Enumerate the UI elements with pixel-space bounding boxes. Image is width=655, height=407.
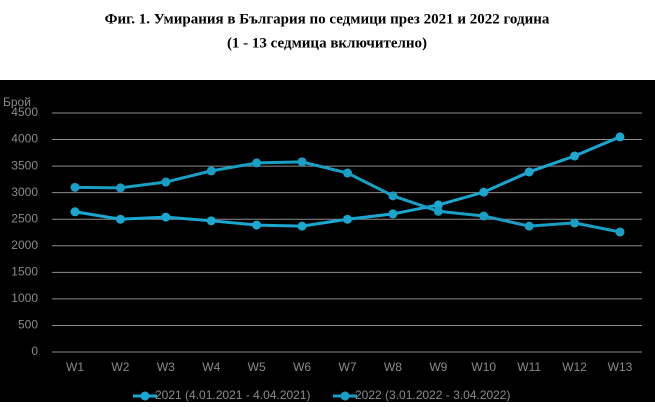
point xyxy=(615,132,625,142)
point xyxy=(206,216,216,226)
y-tick-label: 3000 xyxy=(11,185,38,199)
y-tick-label: 1000 xyxy=(11,291,38,305)
point xyxy=(615,227,625,237)
point xyxy=(70,207,80,217)
point xyxy=(343,214,352,224)
legend-marker xyxy=(340,391,350,401)
point xyxy=(524,167,534,177)
x-tick-label: W9 xyxy=(429,360,447,374)
y-tick-label: 4000 xyxy=(11,132,38,146)
x-tick-label: W3 xyxy=(157,360,175,374)
x-tick-label: W1 xyxy=(66,360,84,374)
point xyxy=(479,211,489,221)
point xyxy=(252,158,262,168)
chart-subtitle: (1 - 13 седмица включително) xyxy=(227,35,427,51)
y-tick-label: 3500 xyxy=(11,158,38,172)
point xyxy=(115,183,125,193)
x-tick-label: W6 xyxy=(293,360,311,374)
point xyxy=(115,214,125,224)
point xyxy=(388,191,398,201)
chart-title: Фиг. 1. Умирания в България по седмици п… xyxy=(105,11,550,27)
point xyxy=(433,200,443,210)
y-tick-label: 2000 xyxy=(11,238,38,252)
point xyxy=(297,157,307,167)
x-tick-label: W8 xyxy=(384,360,402,374)
point xyxy=(252,220,262,230)
y-tick-label: 4500 xyxy=(11,105,38,119)
x-tick-label: W13 xyxy=(608,360,633,374)
point xyxy=(297,221,307,231)
point xyxy=(206,166,216,176)
x-tick-label: W2 xyxy=(111,360,129,374)
x-tick-label: W10 xyxy=(471,360,496,374)
y-tick-label: 500 xyxy=(18,318,38,332)
point xyxy=(524,221,534,231)
x-tick-label: W7 xyxy=(339,360,357,374)
legend-marker xyxy=(140,391,150,401)
x-tick-label: W4 xyxy=(202,360,220,374)
legend-label: 2022 (3.01.2022 - 3.04.2022) xyxy=(355,388,510,402)
point xyxy=(161,212,171,222)
point xyxy=(570,218,580,228)
y-tick-label: 1500 xyxy=(11,265,38,279)
plot-background xyxy=(0,80,655,402)
point xyxy=(161,177,171,187)
point xyxy=(343,168,352,178)
x-tick-label: W5 xyxy=(248,360,266,374)
legend-label: 2021 (4.01.2021 - 4.04.2021) xyxy=(155,388,310,402)
x-tick-label: W12 xyxy=(562,360,587,374)
y-tick-label: 2500 xyxy=(11,211,38,225)
x-tick-label: W11 xyxy=(517,360,541,374)
point xyxy=(479,187,489,197)
point xyxy=(433,206,443,216)
point xyxy=(388,209,398,219)
y-tick-label: 0 xyxy=(31,344,38,358)
point xyxy=(70,182,80,192)
point xyxy=(570,151,580,161)
y-axis-label: Брой xyxy=(3,95,31,109)
